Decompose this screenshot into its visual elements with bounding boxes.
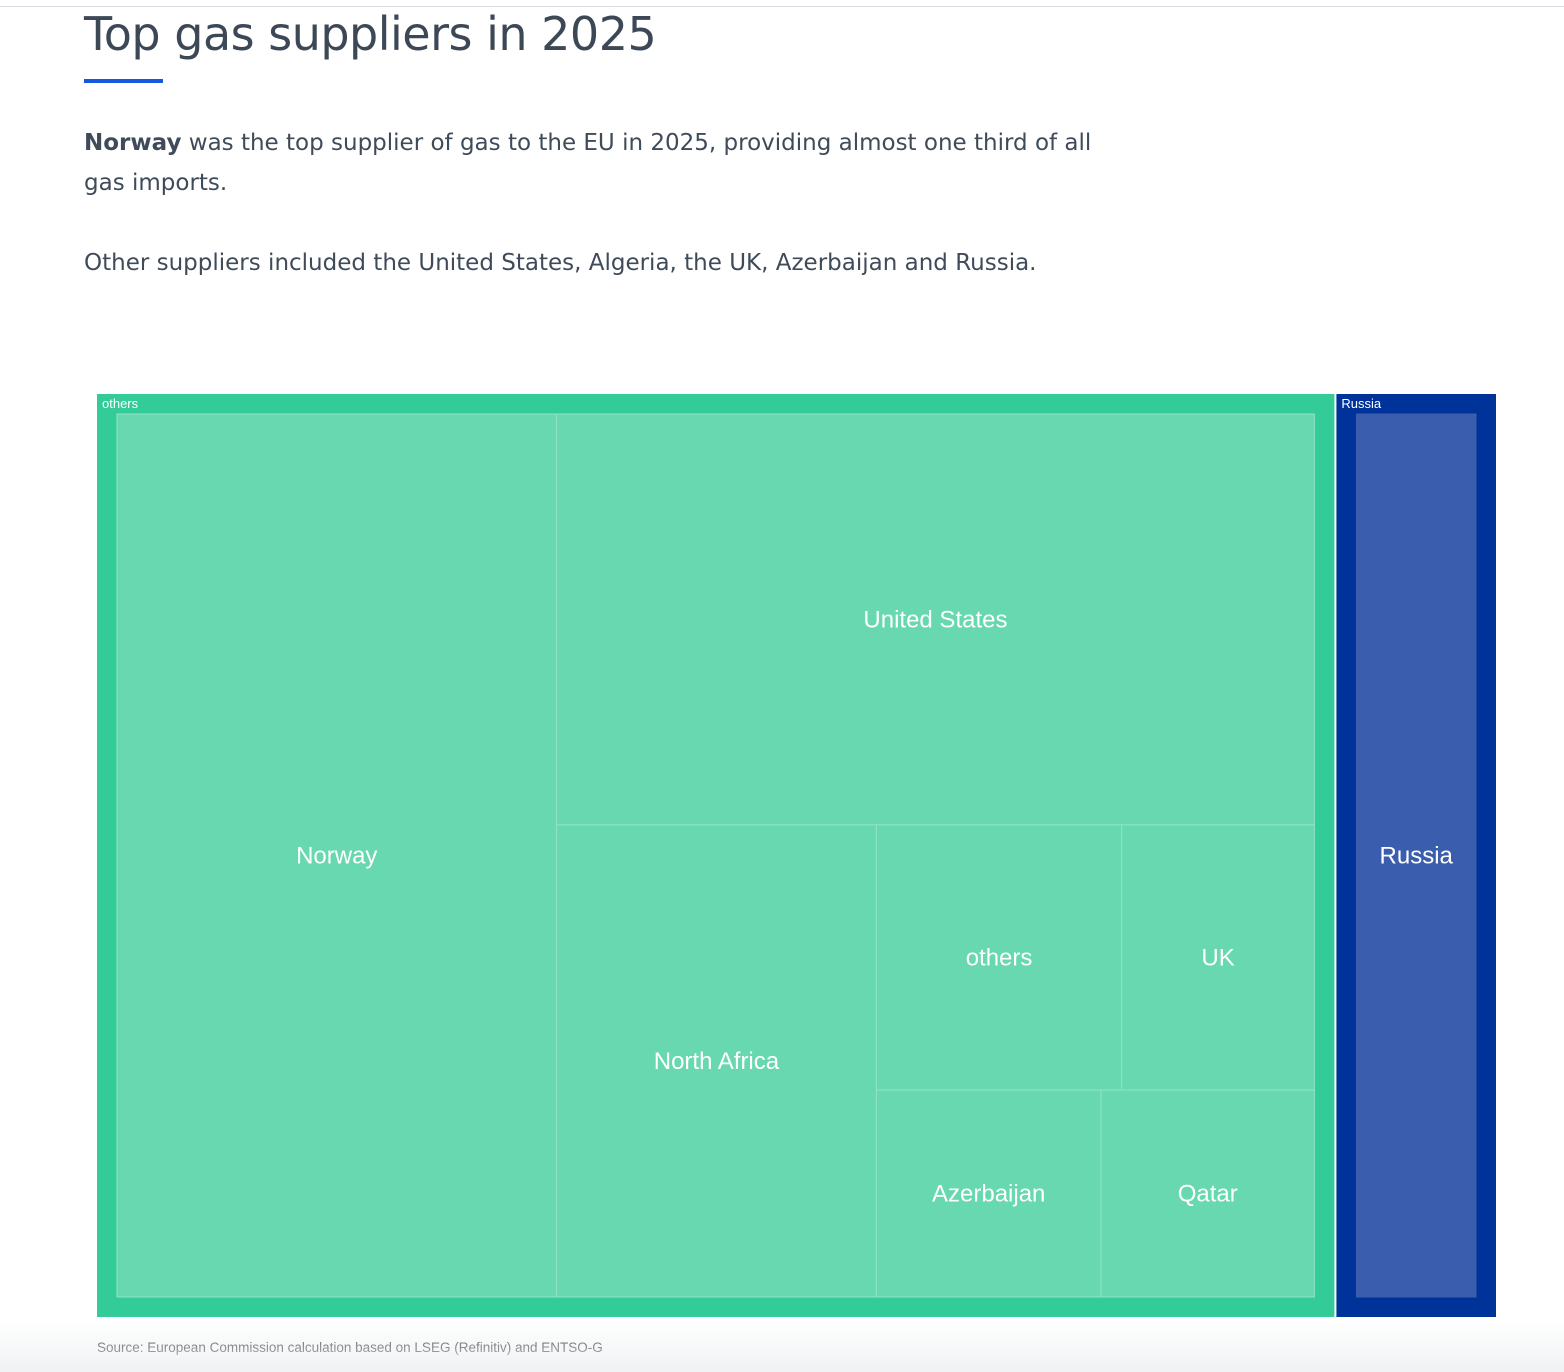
treemap-tile-russia [1355,413,1477,1298]
intro-highlight: Norway [84,130,182,156]
treemap-tile-russia-label: Russia [1380,843,1454,870]
treemap-group-others-label: others [102,396,139,411]
treemap-tile-others [875,824,1123,1091]
intro-paragraph-2: Other suppliers included the United Stat… [84,250,1037,276]
source-note: Source: European Commission calculation … [97,1340,603,1355]
treemap-tile-qatar [1100,1089,1315,1298]
treemap-tile-north-africa-label: North Africa [654,1048,780,1075]
treemap-group-russia-label: Russia [1341,396,1382,411]
page-title: Top gas suppliers in 2025 [84,7,657,61]
top-divider [0,6,1564,7]
treemap-tile-azerbaijan [875,1089,1102,1298]
intro-paragraph-1-text: was the top supplier of gas to the EU in… [84,130,1092,196]
intro-paragraph-1: Norway was the top supplier of gas to th… [84,123,1094,203]
treemap-tile-azerbaijan-label: Azerbaijan [932,1181,1045,1208]
treemap-tile-qatar-label: Qatar [1178,1181,1238,1208]
title-underline [84,79,163,83]
treemap-tile-united-states [555,413,1315,826]
treemap-tile-norway [116,413,557,1298]
treemap-tile-north-africa [555,824,877,1298]
treemap-tile-norway-label: Norway [296,843,377,870]
treemap-tile-others-label: others [966,944,1033,971]
treemap-tile-uk [1121,824,1315,1091]
treemap-tile-uk-label: UK [1201,944,1234,971]
treemap-tile-united-states-label: United States [863,606,1007,633]
